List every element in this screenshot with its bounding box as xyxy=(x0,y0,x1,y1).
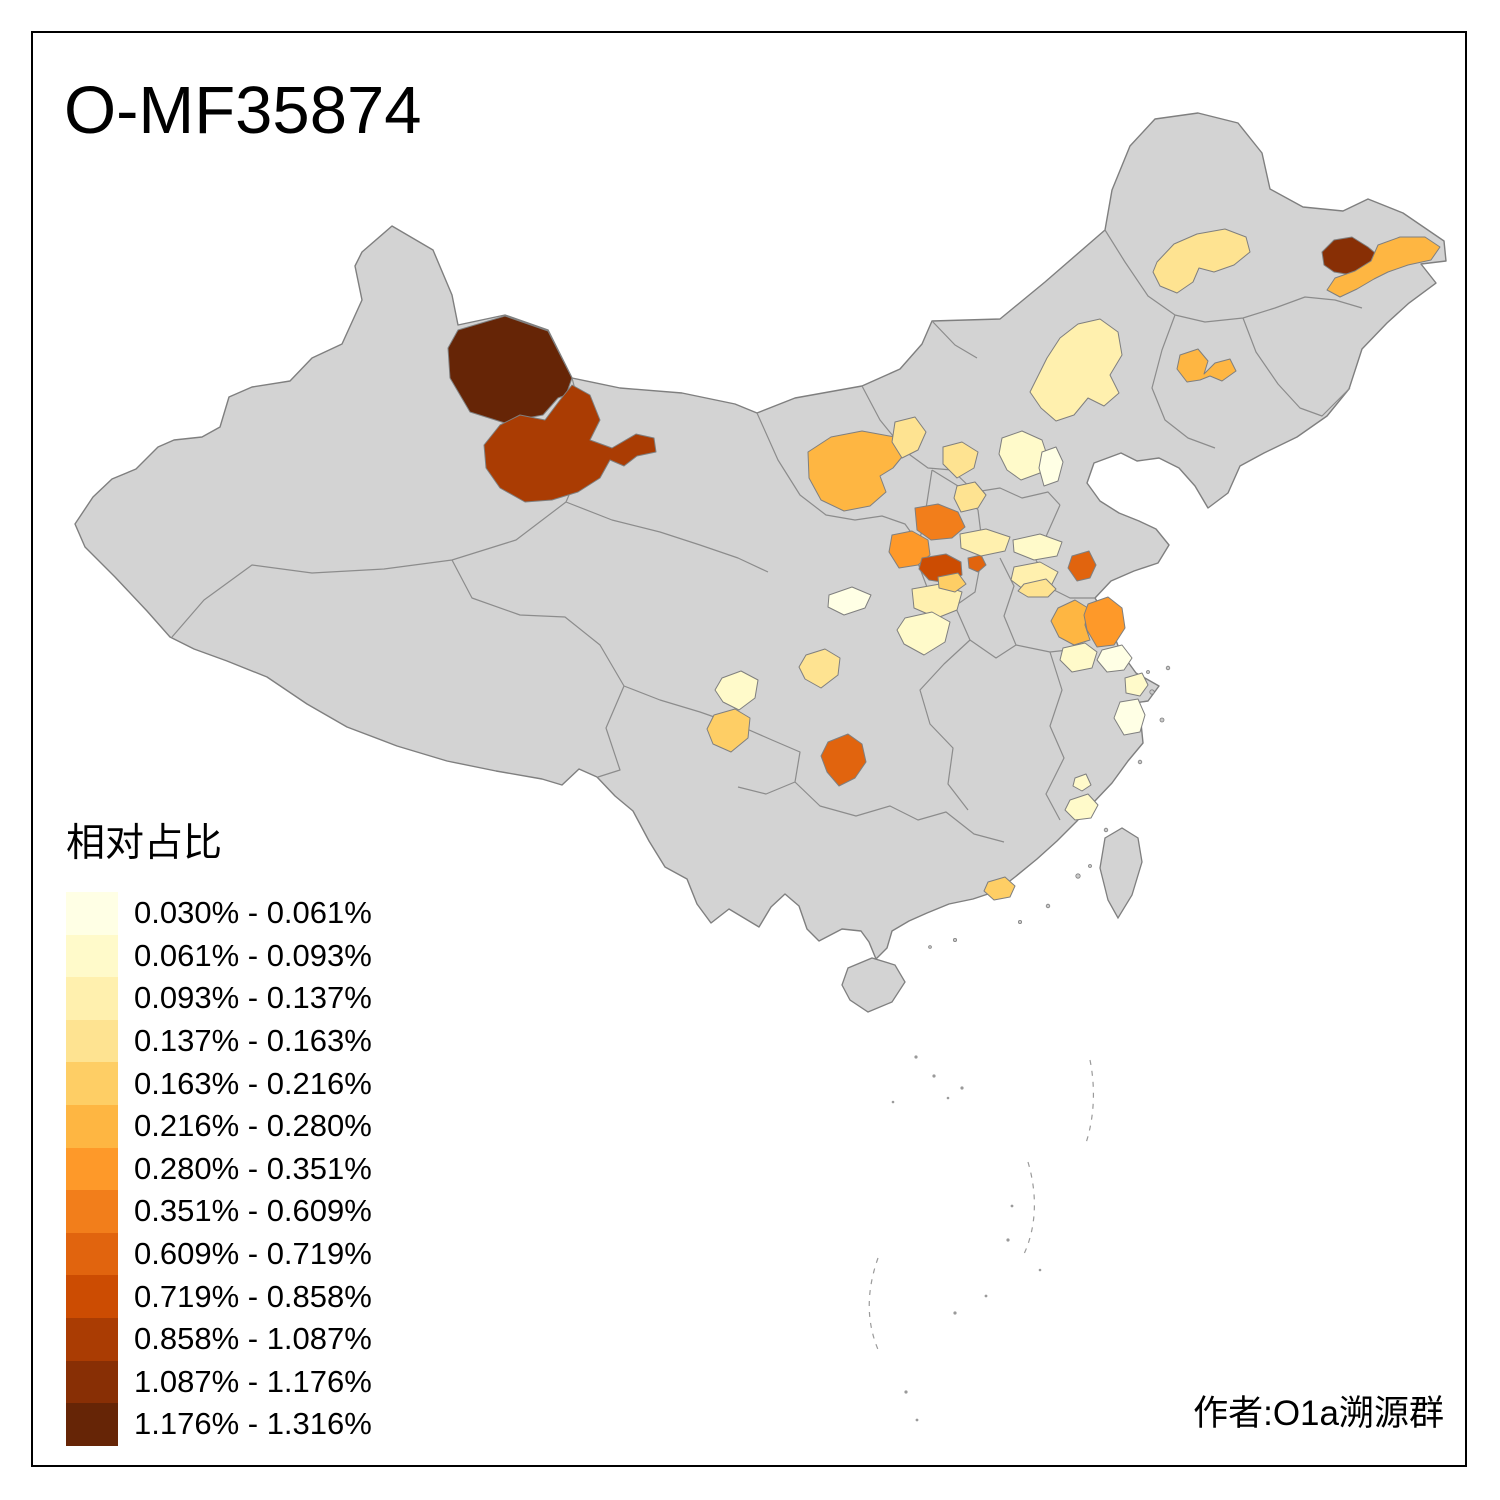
legend: 相对占比 0.030% - 0.061% 0.061% - 0.093% 0.093… xyxy=(66,812,372,1446)
legend-label: 0.280% - 0.351% xyxy=(134,1150,372,1186)
legend-swatch xyxy=(66,1232,118,1276)
map-region-leshan xyxy=(706,708,751,753)
legend-label: 0.858% - 1.087% xyxy=(134,1321,372,1357)
legend-item: 0.280% - 0.351% xyxy=(66,1147,372,1191)
legend-label: 0.216% - 0.280% xyxy=(134,1108,372,1144)
legend-item: 1.087% - 1.176% xyxy=(66,1360,372,1404)
map-region-shanghai xyxy=(1124,672,1149,697)
legend-label: 1.176% - 1.316% xyxy=(134,1406,372,1442)
south-china-sea-features xyxy=(868,1055,1095,1422)
legend-item: 0.216% - 0.280% xyxy=(66,1104,372,1148)
map-region-songyuan xyxy=(1176,348,1237,383)
legend-item: 0.061% - 0.093% xyxy=(66,934,372,978)
legend-swatch xyxy=(66,1104,118,1148)
coastal-islands xyxy=(928,665,1171,949)
legend-label: 0.137% - 0.163% xyxy=(134,1023,372,1059)
legend-title: 相对占比 xyxy=(66,822,223,865)
legend-swatch xyxy=(66,934,118,978)
legend-swatch xyxy=(66,1019,118,1063)
map-region-yulin-north xyxy=(942,441,979,479)
map-region-huaian xyxy=(1050,599,1091,646)
map-region-yuncheng xyxy=(937,572,967,593)
hainan-island xyxy=(841,957,906,1013)
map-region-chengdu xyxy=(714,670,759,711)
chart-title: O-MF35874 xyxy=(64,73,422,148)
legend-swatch xyxy=(66,1317,118,1361)
map-region-wuhai xyxy=(891,416,927,459)
map-region-ankang xyxy=(798,648,841,689)
map-region-shanbei xyxy=(953,481,987,513)
map-region-ningbo xyxy=(1113,698,1146,736)
map-region-yancheng xyxy=(1083,596,1126,648)
taiwan-island xyxy=(1099,827,1143,920)
map-region-tacheng-nw xyxy=(483,384,657,503)
legend-item: 0.030% - 0.061% xyxy=(66,892,372,935)
map-region-wenzhou-coast xyxy=(1072,773,1092,792)
map-region-bayannur-west xyxy=(807,430,907,512)
legend-swatch xyxy=(66,892,118,935)
province-boundaries xyxy=(171,229,1363,843)
map-region-shijiazhuang xyxy=(959,528,1011,557)
legend-item: 0.351% - 0.609% xyxy=(66,1190,372,1233)
map-region-anyang xyxy=(1012,533,1063,561)
legend-label: 0.061% - 0.093% xyxy=(134,937,372,973)
map-region-jieyang xyxy=(983,876,1016,901)
legend-label: 0.609% - 0.719% xyxy=(134,1236,372,1272)
data-regions-layer xyxy=(447,228,1441,901)
map-region-kaifeng xyxy=(1017,578,1057,598)
legend-swatch xyxy=(66,1275,118,1318)
legend-item: 0.609% - 0.719% xyxy=(66,1232,372,1276)
map-region-nanyang xyxy=(896,611,951,656)
map-region-hanzhong xyxy=(827,586,872,616)
legend-label: 0.719% - 0.858% xyxy=(134,1278,372,1314)
legend-item: 0.163% - 0.216% xyxy=(66,1062,372,1105)
map-region-yangzhou xyxy=(1059,642,1098,673)
map-region-nantong xyxy=(1096,644,1133,673)
legend-item: 1.176% - 1.316% xyxy=(66,1403,372,1446)
legend-label: 0.351% - 0.609% xyxy=(134,1193,372,1229)
legend-item: 0.137% - 0.163% xyxy=(66,1019,372,1063)
map-region-xinzhou xyxy=(914,503,966,541)
map-region-weifang xyxy=(1067,550,1097,582)
legend-swatch xyxy=(66,1147,118,1191)
map-region-zunyi xyxy=(820,733,867,787)
legend-item: 0.093% - 0.137% xyxy=(66,977,372,1020)
map-region-hulunbuir-east xyxy=(1152,228,1251,294)
map-region-xingan-chifeng xyxy=(1029,318,1123,422)
legend-label: 0.163% - 0.216% xyxy=(134,1065,372,1101)
legend-item: 0.719% - 0.858% xyxy=(66,1275,372,1318)
map-region-tianjin xyxy=(1038,446,1064,487)
legend-label: 0.093% - 0.137% xyxy=(134,980,372,1016)
legend-item: 0.858% - 1.087% xyxy=(66,1317,372,1361)
legend-swatch xyxy=(66,1190,118,1233)
legend-swatch xyxy=(66,1360,118,1404)
legend-swatch xyxy=(66,1403,118,1446)
legend-swatch xyxy=(66,1062,118,1105)
legend-label: 0.030% - 0.061% xyxy=(134,895,372,931)
map-region-altay-nw xyxy=(447,315,573,425)
map-region-heihe-ring xyxy=(1326,236,1441,298)
legend-swatch xyxy=(66,977,118,1020)
map-region-fuzhou xyxy=(1064,793,1099,821)
attribution-text: 作者:O1a溯源群 xyxy=(1193,1394,1444,1433)
legend-rows: 0.030% - 0.061% 0.061% - 0.093% 0.093% - 0… xyxy=(66,892,372,1446)
legend-label: 1.087% - 1.176% xyxy=(134,1363,372,1399)
